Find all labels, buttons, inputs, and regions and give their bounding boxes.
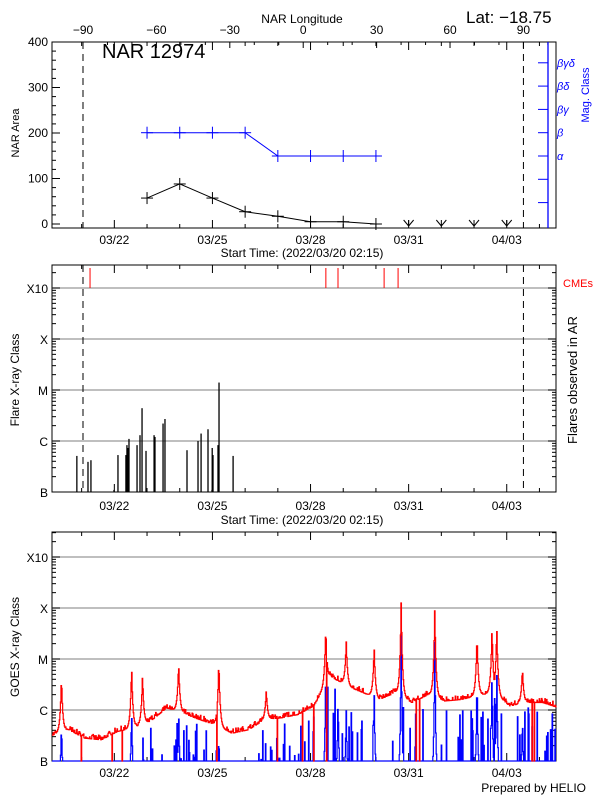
- mag-class-label: α: [557, 151, 564, 163]
- x-tick-label: 03/31: [394, 499, 424, 513]
- below-zero-marker: [408, 219, 415, 227]
- y-tick-label: B: [40, 755, 48, 769]
- x-tick-label: 03/31: [394, 766, 424, 780]
- y-tick-label: B: [40, 486, 48, 500]
- below-zero-marker: [435, 219, 442, 227]
- x-tick-label: 03/22: [99, 766, 129, 780]
- y-tick-label: C: [39, 435, 48, 449]
- area-axis-title: NAR Area: [10, 108, 22, 158]
- below-zero-marker: [440, 219, 447, 227]
- x-tick-label: 03/25: [197, 499, 227, 513]
- longitude-tick-label: −30: [220, 23, 241, 37]
- x-tick-label: 03/22: [99, 499, 129, 513]
- y-tick-label: X: [40, 602, 48, 616]
- y-tick-label: X10: [27, 282, 49, 296]
- area-line: [146, 183, 376, 225]
- y-tick-label: 0: [41, 217, 48, 231]
- middle-xlabel: Start Time: (2022/03/20 02:15): [221, 513, 384, 527]
- mag-class-label: β: [556, 128, 564, 140]
- region-title: NAR 12974: [102, 41, 205, 63]
- below-zero-marker: [501, 219, 508, 227]
- longitude-tick-label: 30: [370, 23, 384, 37]
- goes-long-channel-line: [51, 602, 557, 762]
- flare-axis-title: Flare X-ray Class: [8, 334, 22, 427]
- below-zero-marker: [473, 219, 480, 227]
- x-tick-label: 04/03: [492, 766, 522, 780]
- flares-observed-label: Flares observed in AR: [565, 316, 580, 444]
- mag-class-axis-title: Mag. Class: [580, 67, 592, 123]
- goes-axis-title: GOES X-ray Class: [8, 597, 22, 697]
- y-tick-label: 400: [28, 35, 48, 49]
- x-tick-label: 03/28: [296, 233, 326, 247]
- y-tick-label: X10: [27, 551, 49, 565]
- credit-label: Prepared by HELIO: [481, 781, 586, 795]
- x-tick-label: 03/28: [296, 766, 326, 780]
- y-tick-label: 100: [28, 172, 48, 186]
- longitude-tick-label: 60: [443, 23, 457, 37]
- y-tick-label: 200: [28, 126, 48, 140]
- longitude-tick-label: 90: [517, 23, 531, 37]
- mag-class-label: βγ: [556, 104, 570, 116]
- below-zero-marker: [468, 219, 475, 227]
- x-tick-label: 03/25: [197, 233, 227, 247]
- plot-frame: [51, 264, 557, 493]
- longitude-axis-title: NAR Longitude: [261, 12, 343, 26]
- cme-label: CMEs: [563, 278, 593, 290]
- mag-class-line: [147, 132, 376, 157]
- x-tick-label: 03/25: [197, 766, 227, 780]
- y-tick-label: X: [40, 333, 48, 347]
- top-xlabel: Start Time: (2022/03/20 02:15): [221, 246, 384, 260]
- x-tick-label: 04/03: [492, 233, 522, 247]
- mag-class-label: βδ: [556, 81, 570, 93]
- x-tick-label: 04/03: [492, 499, 522, 513]
- x-tick-label: 03/28: [296, 499, 326, 513]
- x-tick-label: 03/31: [394, 233, 424, 247]
- y-tick-label: M: [38, 384, 48, 398]
- goes-short-channel-line: [52, 632, 557, 762]
- latitude-label: Lat: −18.75: [466, 8, 552, 27]
- longitude-tick-label: −90: [73, 23, 94, 37]
- longitude-tick-label: 0: [300, 23, 307, 37]
- mag-class-label: βγδ: [556, 58, 576, 70]
- x-tick-label: 03/22: [99, 233, 129, 247]
- below-zero-marker: [403, 219, 410, 227]
- longitude-tick-label: −60: [146, 23, 167, 37]
- below-zero-marker: [506, 219, 513, 227]
- plot-frame: [51, 41, 557, 229]
- y-tick-label: 300: [28, 81, 48, 95]
- y-tick-label: C: [39, 704, 48, 718]
- y-tick-label: M: [38, 653, 48, 667]
